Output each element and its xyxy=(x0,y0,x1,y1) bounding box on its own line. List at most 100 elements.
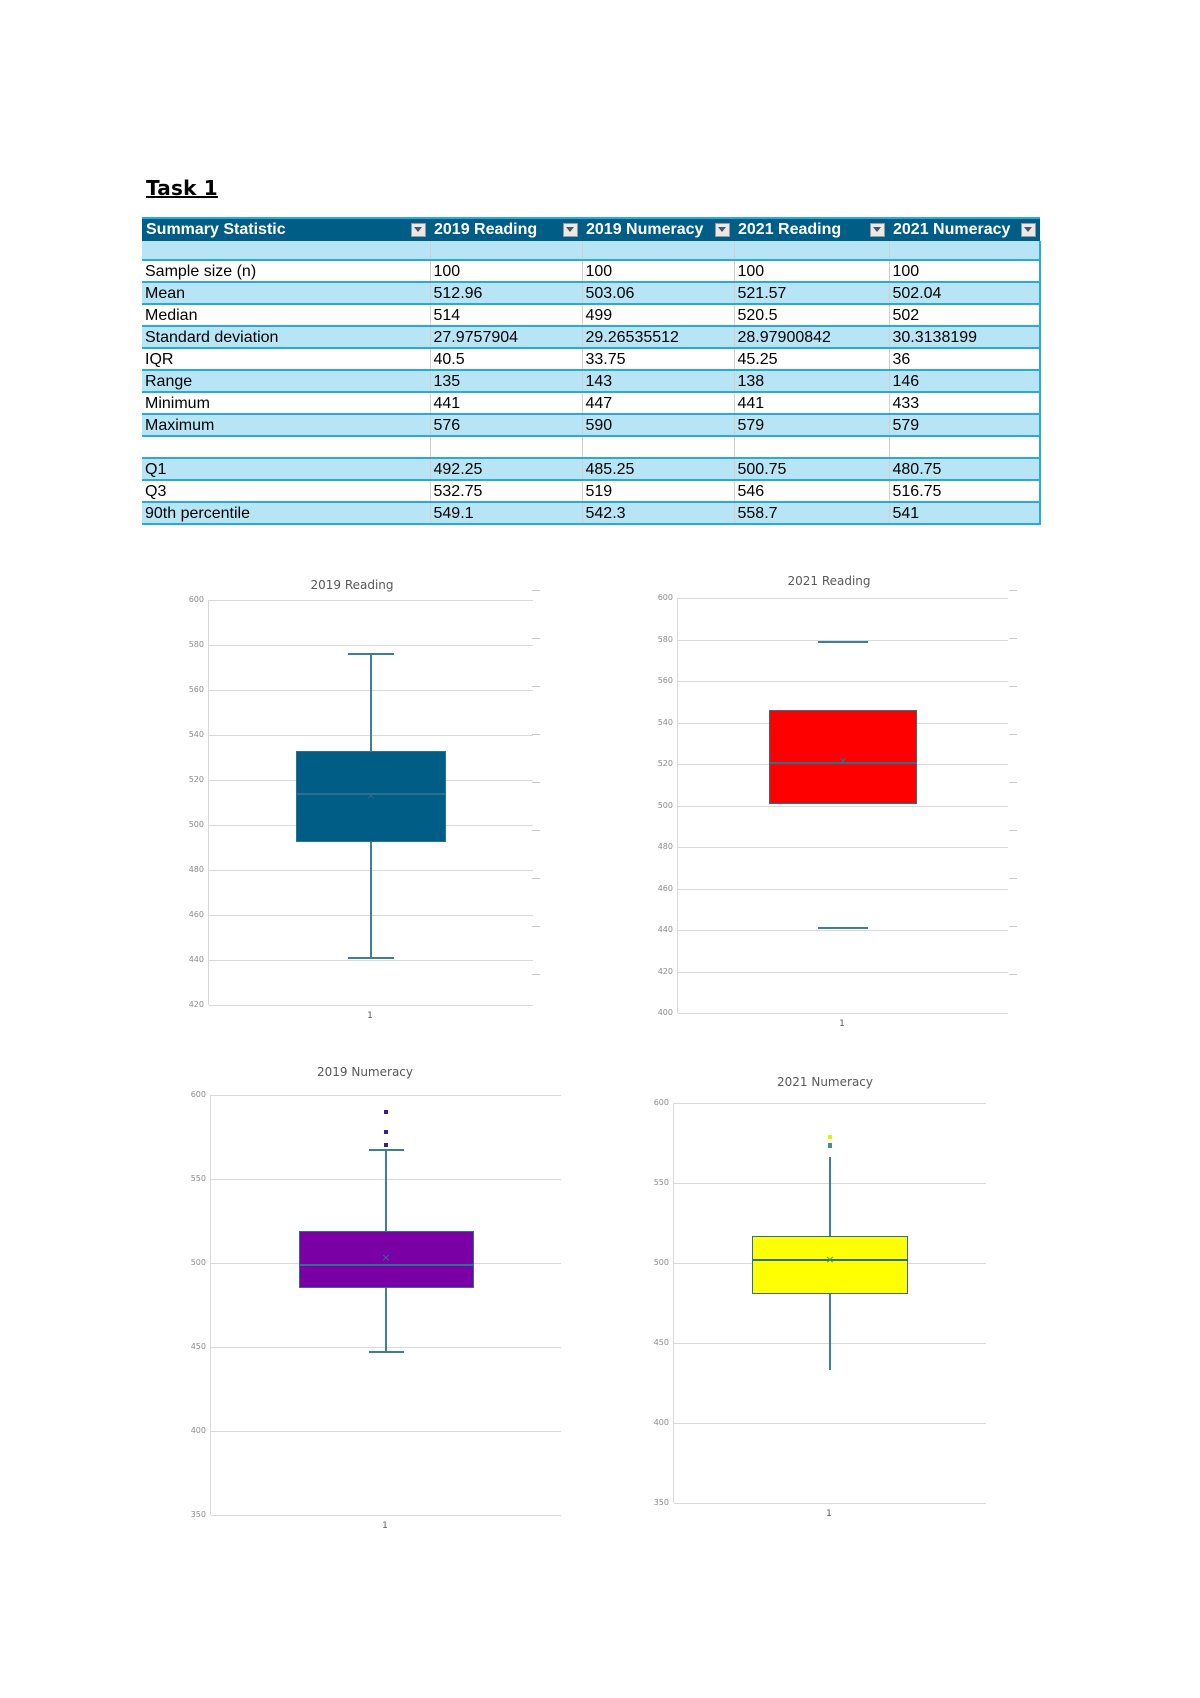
table-cell[interactable]: 100 xyxy=(581,260,734,283)
table-cell[interactable]: 512.96 xyxy=(429,282,582,305)
gridline xyxy=(674,1423,986,1424)
table-cell[interactable]: 579 xyxy=(888,414,1041,437)
table-cell[interactable]: 441 xyxy=(733,392,889,415)
iqr-box[interactable] xyxy=(768,710,918,804)
row-label[interactable]: Maximum xyxy=(142,414,430,437)
table-cell[interactable]: 520.5 xyxy=(733,304,889,327)
table-cell[interactable]: 492.25 xyxy=(429,458,582,481)
row-label[interactable]: Mean xyxy=(142,282,430,305)
row-label[interactable]: Sample size (n) xyxy=(142,260,430,283)
table-header-row: Summary Statistic 2019 Reading 2019 Nume… xyxy=(142,217,1040,241)
filter-dropdown-icon[interactable] xyxy=(563,223,578,237)
y-tick-label: 460 xyxy=(188,910,204,919)
decorative-tick xyxy=(532,686,540,687)
table-cell[interactable]: 100 xyxy=(733,260,889,283)
lower-whisker-cap xyxy=(368,1351,404,1354)
gridline xyxy=(678,639,1008,641)
table-cell[interactable]: 579 xyxy=(733,414,889,437)
table-cell[interactable]: 447 xyxy=(581,392,734,415)
table-cell[interactable]: 521.57 xyxy=(733,282,889,305)
table-cell[interactable]: 546 xyxy=(733,480,889,503)
filter-dropdown-icon[interactable] xyxy=(411,223,426,237)
column-header-2019-reading[interactable]: 2019 Reading xyxy=(430,217,582,241)
outlier-point[interactable] xyxy=(384,1143,388,1148)
mean-marker-icon: × xyxy=(366,788,376,802)
row-label[interactable]: IQR xyxy=(142,348,430,371)
filter-dropdown-icon[interactable] xyxy=(870,223,885,237)
iqr-box[interactable] xyxy=(296,751,446,843)
gridline xyxy=(209,645,533,646)
table-cell[interactable]: 33.75 xyxy=(581,348,734,371)
iqr-box[interactable] xyxy=(752,1236,908,1294)
table-cell[interactable]: 590 xyxy=(581,414,734,437)
table-cell[interactable]: 514 xyxy=(429,304,582,327)
outlier-point[interactable] xyxy=(384,1129,388,1134)
gridline xyxy=(209,600,533,601)
gridline xyxy=(678,1013,1008,1014)
row-label[interactable]: Q1 xyxy=(142,458,430,481)
gridline xyxy=(211,1431,561,1432)
row-label[interactable]: Q3 xyxy=(142,480,430,503)
table-cell[interactable]: 433 xyxy=(888,392,1041,415)
table-cell[interactable]: 576 xyxy=(429,414,582,437)
chart-title: 2019 Numeracy xyxy=(317,1065,413,1079)
table-cell[interactable]: 138 xyxy=(733,370,889,393)
y-tick-label: 460 xyxy=(657,883,673,893)
table-cell[interactable]: 45.25 xyxy=(733,348,889,371)
table-cell[interactable]: 516.75 xyxy=(888,480,1041,503)
filter-dropdown-icon[interactable] xyxy=(715,223,730,237)
x-category-label: 1 xyxy=(826,1509,832,1519)
row-label[interactable]: Minimum xyxy=(142,392,430,415)
table-cell[interactable]: 485.25 xyxy=(581,458,734,481)
iqr-box[interactable] xyxy=(298,1231,474,1288)
column-header-2021-numeracy[interactable]: 2021 Numeracy xyxy=(889,217,1040,241)
table-cell[interactable]: 441 xyxy=(429,392,582,415)
table-cell[interactable]: 146 xyxy=(888,370,1041,393)
outlier-point[interactable] xyxy=(828,1144,832,1149)
box-plot-2021-numeracy[interactable]: 2021 Numeracy × 600 550 500 450 400 350 1 xyxy=(645,1075,1005,1545)
table-cell[interactable]: 532.75 xyxy=(429,480,582,503)
outlier-point[interactable] xyxy=(384,1109,388,1114)
table-cell[interactable]: 36 xyxy=(888,348,1041,371)
table-cell[interactable]: 143 xyxy=(581,370,734,393)
column-header-summary-statistic[interactable]: Summary Statistic xyxy=(142,217,430,241)
table-cell[interactable]: 502.04 xyxy=(888,282,1041,305)
table-cell[interactable]: 503.06 xyxy=(581,282,734,305)
column-header-2019-numeracy[interactable]: 2019 Numeracy xyxy=(582,217,734,241)
y-tick-label: 440 xyxy=(188,955,204,964)
table-cell[interactable]: 519 xyxy=(581,480,734,503)
y-tick-label: 450 xyxy=(190,1342,206,1351)
table-row: Minimum 441 447 441 433 xyxy=(142,392,1041,415)
table-cell[interactable]: 29.26535512 xyxy=(581,326,734,349)
table-cell[interactable]: 30.3138199 xyxy=(888,326,1041,349)
table-cell[interactable]: 28.97900842 xyxy=(733,326,889,349)
box-plot-2019-reading[interactable]: 2019 Reading × 600 580 560 540 520 500 480 460 440… xyxy=(168,560,540,1030)
row-label[interactable]: Range xyxy=(142,370,430,393)
table-cell[interactable]: 549.1 xyxy=(429,502,582,525)
box-plot-2021-reading[interactable]: 2021 Reading × 600 580 560 540 520 500 480 460 440… xyxy=(645,560,1017,1040)
table-cell[interactable]: 542.3 xyxy=(581,502,734,525)
row-label[interactable]: Median xyxy=(142,304,430,327)
box-plot-2019-numeracy[interactable]: 2019 Numeracy × 600 550 500 450 400 350 1 xyxy=(170,1065,561,1545)
column-header-2021-reading[interactable]: 2021 Reading xyxy=(734,217,889,241)
gridline xyxy=(678,888,1008,890)
table-cell[interactable]: 40.5 xyxy=(429,348,582,371)
table-cell[interactable]: 558.7 xyxy=(733,502,889,525)
filter-dropdown-icon[interactable] xyxy=(1021,223,1036,237)
mean-marker-icon: × xyxy=(381,1250,391,1264)
row-label[interactable]: 90th percentile xyxy=(142,502,430,525)
row-label[interactable]: Standard deviation xyxy=(142,326,430,349)
table-cell[interactable]: 27.9757904 xyxy=(429,326,582,349)
table-cell[interactable]: 500.75 xyxy=(733,458,889,481)
table-row: Q3 532.75 519 546 516.75 xyxy=(142,480,1041,503)
table-cell[interactable]: 135 xyxy=(429,370,582,393)
table-cell[interactable]: 100 xyxy=(429,260,582,283)
table-cell[interactable]: 480.75 xyxy=(888,458,1041,481)
table-cell[interactable]: 541 xyxy=(888,502,1041,525)
decorative-tick xyxy=(532,590,540,591)
table-cell[interactable]: 502 xyxy=(888,304,1041,327)
table-cell[interactable]: 100 xyxy=(888,260,1041,283)
table-cell[interactable]: 499 xyxy=(581,304,734,327)
outlier-point[interactable] xyxy=(828,1134,832,1139)
y-tick-label: 540 xyxy=(657,717,673,727)
